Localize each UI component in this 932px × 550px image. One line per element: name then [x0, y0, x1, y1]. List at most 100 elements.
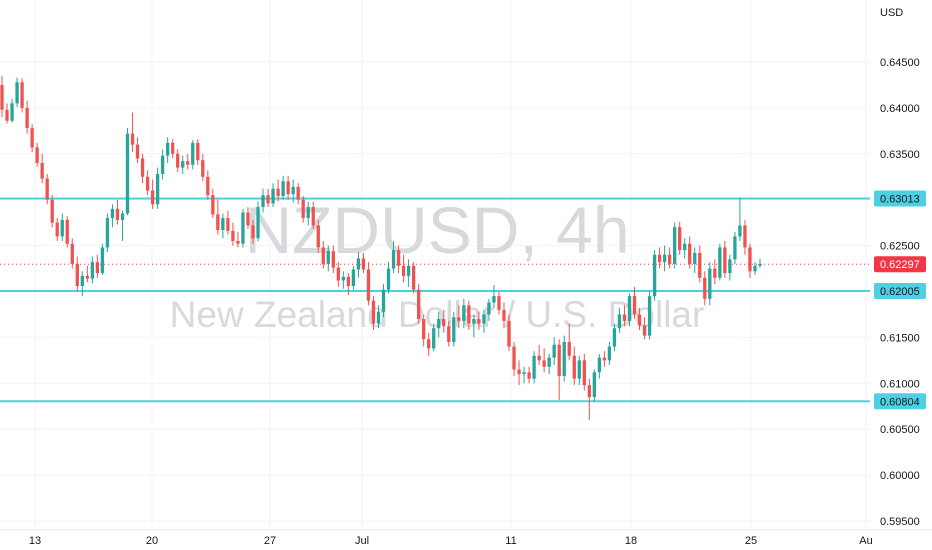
- candle[interactable]: [597, 353, 602, 379]
- candle[interactable]: [517, 360, 521, 386]
- candle[interactable]: [130, 112, 135, 152]
- candle[interactable]: [311, 201, 315, 230]
- candle[interactable]: [602, 351, 607, 367]
- candle[interactable]: [572, 346, 576, 386]
- candle[interactable]: [331, 245, 335, 274]
- candle[interactable]: [356, 252, 361, 278]
- candle[interactable]: [647, 291, 652, 340]
- candle[interactable]: [266, 188, 270, 208]
- candle[interactable]: [637, 308, 642, 331]
- candle[interactable]: [316, 219, 320, 253]
- candle[interactable]: [241, 208, 245, 248]
- candle[interactable]: [738, 197, 742, 242]
- candle[interactable]: [678, 221, 682, 255]
- candle[interactable]: [211, 188, 215, 219]
- candle[interactable]: [743, 219, 747, 255]
- candle[interactable]: [683, 238, 687, 259]
- candle[interactable]: [10, 98, 14, 123]
- candle[interactable]: [733, 231, 737, 264]
- candle[interactable]: [110, 204, 115, 228]
- candle[interactable]: [261, 188, 265, 213]
- candle[interactable]: [507, 314, 511, 352]
- candle[interactable]: [276, 179, 280, 202]
- candle[interactable]: [467, 300, 471, 331]
- candle[interactable]: [462, 298, 466, 329]
- candle[interactable]: [296, 183, 300, 205]
- candle[interactable]: [723, 241, 727, 278]
- candle[interactable]: [55, 218, 59, 242]
- candle[interactable]: [231, 222, 235, 246]
- candle[interactable]: [196, 139, 200, 165]
- candle[interactable]: [642, 317, 647, 340]
- candle[interactable]: [652, 250, 657, 301]
- candle[interactable]: [236, 231, 240, 248]
- candle[interactable]: [542, 348, 546, 373]
- candle[interactable]: [592, 369, 597, 402]
- candle[interactable]: [416, 284, 421, 324]
- candle[interactable]: [191, 140, 195, 170]
- candle[interactable]: [326, 245, 330, 272]
- candle[interactable]: [181, 155, 185, 174]
- candle[interactable]: [35, 142, 39, 167]
- candle[interactable]: [552, 337, 556, 365]
- candle[interactable]: [391, 241, 396, 274]
- candle[interactable]: [447, 320, 451, 347]
- candle[interactable]: [271, 183, 275, 208]
- candle[interactable]: [105, 213, 110, 253]
- candle[interactable]: [667, 247, 672, 269]
- candle[interactable]: [657, 247, 662, 269]
- candle[interactable]: [632, 286, 637, 320]
- candle[interactable]: [90, 256, 95, 284]
- candle[interactable]: [171, 139, 175, 159]
- candle[interactable]: [40, 153, 44, 184]
- candle[interactable]: [557, 339, 561, 400]
- candle[interactable]: [567, 323, 571, 361]
- candle[interactable]: [115, 199, 120, 225]
- candle[interactable]: [226, 210, 230, 235]
- candle[interactable]: [95, 254, 100, 278]
- candle[interactable]: [753, 262, 757, 275]
- candle[interactable]: [135, 137, 140, 163]
- candle[interactable]: [662, 245, 667, 272]
- candle[interactable]: [703, 271, 707, 306]
- candle[interactable]: [622, 305, 627, 327]
- candle[interactable]: [341, 271, 346, 289]
- candle[interactable]: [452, 311, 456, 347]
- candle[interactable]: [396, 245, 401, 274]
- candle[interactable]: [437, 311, 441, 338]
- candle[interactable]: [371, 296, 376, 331]
- candle[interactable]: [20, 78, 24, 113]
- candle[interactable]: [30, 124, 34, 152]
- candle[interactable]: [442, 309, 446, 333]
- candle[interactable]: [527, 366, 531, 384]
- candle[interactable]: [336, 262, 340, 287]
- candle[interactable]: [532, 351, 536, 384]
- candle[interactable]: [427, 332, 431, 356]
- candle[interactable]: [688, 236, 692, 269]
- candle[interactable]: [386, 262, 391, 294]
- candles[interactable]: [0, 75, 762, 421]
- candle[interactable]: [75, 256, 79, 292]
- candle[interactable]: [432, 323, 436, 352]
- candle[interactable]: [50, 195, 54, 228]
- candle[interactable]: [155, 167, 160, 209]
- candle[interactable]: [587, 378, 591, 421]
- candle[interactable]: [206, 170, 210, 200]
- candle[interactable]: [15, 77, 19, 107]
- candle[interactable]: [221, 213, 225, 239]
- candle[interactable]: [291, 179, 295, 203]
- candle[interactable]: [693, 247, 697, 274]
- candle[interactable]: [477, 311, 481, 331]
- candle[interactable]: [472, 314, 476, 338]
- candle[interactable]: [512, 341, 516, 376]
- candle[interactable]: [487, 298, 491, 321]
- candle[interactable]: [497, 291, 501, 315]
- candle[interactable]: [582, 353, 586, 391]
- candle[interactable]: [562, 335, 566, 382]
- horizontal-levels[interactable]: [0, 197, 870, 403]
- candle[interactable]: [100, 243, 105, 275]
- candle[interactable]: [70, 238, 74, 269]
- candle[interactable]: [492, 285, 496, 309]
- candle[interactable]: [758, 258, 762, 268]
- candle[interactable]: [201, 153, 205, 182]
